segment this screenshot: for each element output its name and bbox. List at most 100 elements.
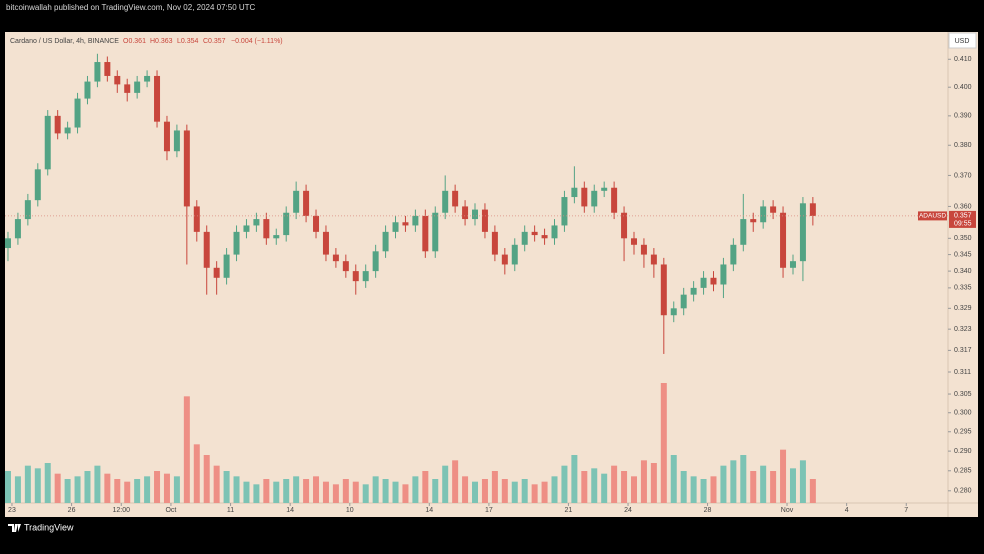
volume-bar — [352, 481, 359, 503]
volume-bar — [94, 465, 101, 503]
candle-body — [481, 209, 488, 232]
volume-bar — [54, 473, 61, 503]
volume-bar — [799, 460, 806, 503]
candle-body — [770, 206, 777, 213]
candle-body — [94, 62, 101, 82]
volume-bar — [611, 465, 618, 503]
x-tick-label: Nov — [781, 507, 794, 514]
volume-bar — [183, 396, 190, 503]
y-tick-label: 0.390 — [954, 113, 972, 120]
candle-body — [342, 261, 349, 272]
volume-bar — [283, 479, 290, 503]
candle-body — [809, 203, 816, 216]
candle-body — [581, 187, 588, 207]
volume-bar — [134, 479, 141, 503]
volume-bar — [412, 476, 419, 503]
volume-bar — [223, 471, 230, 503]
y-tick-label: 0.323 — [954, 326, 972, 333]
candle-body — [521, 231, 528, 245]
candle-body — [372, 251, 379, 272]
y-tick-label: 0.370 — [954, 172, 972, 179]
candle-body — [422, 215, 429, 252]
volume-bar — [581, 471, 588, 503]
volume-bar — [630, 476, 637, 503]
volume-bar — [114, 479, 121, 503]
candle-body — [134, 81, 141, 93]
volume-bar — [720, 465, 727, 503]
candle-body — [293, 190, 300, 213]
candle-body — [4, 238, 11, 249]
volume-bar — [472, 481, 479, 503]
volume-bar — [491, 471, 498, 503]
candle-body — [24, 200, 31, 220]
currency: USD — [955, 38, 970, 45]
candle-body — [680, 294, 687, 309]
volume-bar — [154, 471, 161, 503]
volume-bar — [124, 481, 131, 503]
x-tick-label: 12:00 — [112, 507, 130, 514]
y-tick-label: 0.380 — [954, 142, 972, 149]
candle-body — [710, 277, 717, 285]
candle-body — [54, 115, 61, 134]
x-tick-label: 7 — [904, 507, 908, 514]
y-tick-label: 0.360 — [954, 203, 972, 210]
x-tick-label: 10 — [346, 507, 354, 514]
candle-body — [501, 254, 508, 265]
candle-body — [571, 187, 578, 198]
volume-bar — [770, 471, 777, 503]
candle-body — [303, 190, 310, 216]
candle-body — [472, 209, 479, 220]
x-tick-label: 14 — [286, 507, 294, 514]
candle-body — [432, 212, 439, 252]
candle-body — [442, 190, 449, 213]
y-tick-label: 0.295 — [954, 429, 972, 436]
brand: TradingView — [8, 522, 74, 532]
candle-body — [382, 231, 389, 252]
candle-body — [203, 231, 210, 268]
volume-bar — [511, 481, 518, 503]
volume-bar — [700, 479, 707, 503]
volume-bar — [481, 479, 488, 503]
candle-body — [799, 203, 806, 262]
volume-bar — [203, 455, 210, 503]
candle-body — [273, 235, 280, 239]
candle-body — [750, 219, 757, 223]
volume-bar — [14, 476, 21, 503]
volume-bar — [521, 479, 528, 503]
y-tick-label: 0.317 — [954, 347, 972, 354]
volume-bar — [273, 481, 280, 503]
candle-body — [690, 287, 697, 295]
volume-bar — [303, 479, 310, 503]
candle-body — [392, 222, 399, 232]
volume-bar — [173, 476, 180, 503]
candle-body — [233, 231, 240, 255]
volume-bar — [789, 468, 796, 503]
volume-bar — [44, 463, 51, 503]
candle-body — [104, 62, 111, 76]
volume-bar — [670, 455, 677, 503]
x-tick-label: Oct — [165, 507, 176, 514]
candle-body — [660, 264, 667, 316]
volume-bar — [144, 476, 151, 503]
volume-bar — [750, 471, 757, 503]
volume-bar — [690, 476, 697, 503]
candle-body — [362, 271, 369, 282]
candle-body — [531, 231, 538, 236]
candle-body — [462, 206, 469, 220]
candle-body — [740, 219, 747, 245]
candle-body — [591, 190, 598, 207]
y-tick-label: 0.410 — [954, 56, 972, 63]
brand-logo — [8, 524, 21, 532]
candle-body — [84, 81, 91, 99]
volume-bar — [104, 473, 111, 503]
symbol-tag-box — [918, 211, 947, 221]
chart-title: Cardano / US Dollar, 4h, BINANCE — [10, 38, 119, 45]
currency-box[interactable] — [948, 32, 977, 49]
candle-body — [64, 127, 71, 134]
volume-bar — [442, 465, 449, 503]
candle-body — [14, 219, 21, 239]
volume-bar — [740, 455, 747, 503]
x-tick-label: 23 — [8, 507, 16, 514]
candle-body — [193, 206, 200, 232]
